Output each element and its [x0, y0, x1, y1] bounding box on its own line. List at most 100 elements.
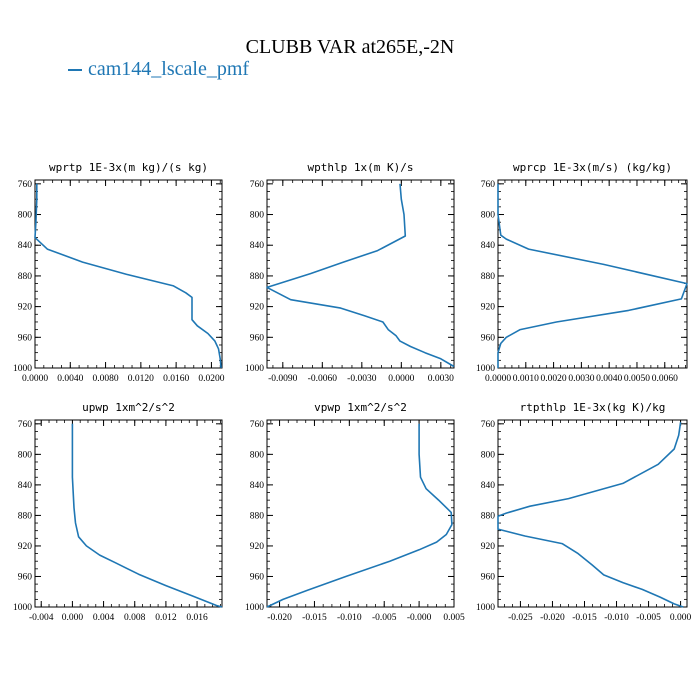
x-tick-label: 0.012 [155, 613, 177, 623]
x-tick-label: 0.0000 [22, 374, 48, 384]
x-tick-label: 0.004 [93, 613, 115, 623]
x-tick-label: -0.020 [267, 613, 292, 623]
y-tick-label: 1000 [13, 364, 32, 374]
panel-1: wprtp 1E-3x(m kg)/(s kg) 760 800 840 880 920 9… [13, 161, 225, 384]
x-tick-label: 0.0040 [57, 374, 83, 384]
x-tick-label: 0.0040 [596, 374, 622, 384]
series-line [71, 423, 223, 608]
x-tick-label: -0.015 [302, 613, 327, 623]
x-tick-label: -0.0090 [268, 374, 298, 384]
x-tick-label: 0.0200 [198, 374, 224, 384]
x-tick-label: -0.005 [636, 613, 661, 623]
series-line [497, 422, 684, 608]
x-tick-label: 0.0160 [163, 374, 189, 384]
y-tick-label: 960 [481, 333, 496, 343]
x-tick-label: -0.004 [29, 613, 54, 623]
y-tick-label: 920 [250, 542, 265, 552]
y-tick-label: 800 [481, 450, 496, 460]
panel-title: wpthlp 1x(m K)/s [308, 161, 414, 174]
y-tick-label: 1000 [245, 364, 264, 374]
x-tick-label: -0.025 [508, 613, 533, 623]
panel-title: rtpthlp 1E-3x(kg K)/kg [520, 401, 666, 414]
y-tick-label: 800 [18, 211, 33, 221]
x-tick-label: 0.0030 [568, 374, 594, 384]
x-tick-label: -0.0060 [308, 374, 338, 384]
x-tick-label: -0.0030 [347, 374, 377, 384]
y-tick-label: 760 [18, 420, 33, 430]
y-tick-label: 880 [18, 511, 33, 521]
x-tick-label: 0.0080 [93, 374, 119, 384]
x-tick-label: 0.0050 [624, 374, 650, 384]
x-tick-label: -0.000 [407, 613, 432, 623]
chart-title: CLUBB VAR at265E,-2N [245, 36, 455, 58]
y-tick-label: 920 [18, 542, 33, 552]
y-tick-label: 800 [250, 450, 265, 460]
legend-label: cam144_lscale_pmf [88, 58, 250, 80]
plot-frame [497, 419, 688, 608]
x-tick-label: 0.0010 [513, 374, 539, 384]
y-tick-label: 840 [18, 481, 33, 491]
panel-2: wpthlp 1x(m K)/s 760 800 840 880 920 960 1000 -0… [245, 161, 455, 384]
x-tick-label: 0.0000 [485, 374, 511, 384]
y-tick-label: 1000 [476, 603, 495, 613]
panel-3: wprcp 1E-3x(m/s) (kg/kg) 760 800 840 880 920 9… [476, 161, 688, 384]
x-tick-label: 0.0060 [652, 374, 678, 384]
y-tick-label: 960 [481, 572, 496, 582]
x-tick-label: 0.0020 [541, 374, 567, 384]
y-tick-label: 1000 [245, 603, 264, 613]
series-line [266, 423, 453, 608]
y-tick-label: 840 [18, 241, 33, 251]
y-tick-label: 760 [250, 420, 265, 430]
panel-title: upwp 1xm^2/s^2 [82, 401, 175, 414]
y-tick-label: 760 [481, 420, 496, 430]
y-tick-label: 840 [250, 241, 265, 251]
x-tick-label: -0.005 [372, 613, 397, 623]
x-tick-label: 0.000 [62, 613, 84, 623]
panel-4: upwp 1xm^2/s^2 760 800 840 880 920 960 1000-0.0… [13, 401, 223, 623]
x-tick-label: 0.0030 [428, 374, 454, 384]
x-tick-label: -0.020 [540, 613, 565, 623]
plot-frame [497, 179, 688, 369]
series-line [34, 183, 222, 369]
x-tick-label: -0.010 [604, 613, 629, 623]
plot-frame [34, 179, 223, 369]
x-tick-label: 0.016 [186, 613, 208, 623]
y-tick-label: 760 [18, 180, 33, 190]
y-tick-label: 880 [481, 272, 496, 282]
plot-frame [34, 419, 223, 608]
y-tick-label: 880 [18, 272, 33, 282]
x-tick-label: 0.0000 [388, 374, 414, 384]
y-tick-label: 800 [481, 211, 496, 221]
y-tick-label: 880 [250, 511, 265, 521]
y-tick-label: 920 [481, 542, 496, 552]
y-tick-label: 960 [250, 333, 265, 343]
plot-frame [266, 179, 455, 369]
series-line [266, 183, 455, 368]
panel-title: vpwp 1xm^2/s^2 [314, 401, 407, 414]
y-tick-label: 920 [18, 303, 33, 313]
y-tick-label: 920 [250, 303, 265, 313]
panel-5: vpwp 1xm^2/s^27608008408809209601000-0.0… [245, 401, 465, 623]
y-tick-label: 800 [250, 211, 265, 221]
panel-6: rtpthlp 1E-3x(kg K)/kg 760 800 840 880 920 960… [476, 401, 692, 623]
y-tick-label: 880 [250, 272, 265, 282]
y-tick-label: 960 [250, 572, 265, 582]
panel-title: wprtp 1E-3x(m kg)/(s kg) [49, 161, 208, 174]
y-tick-label: 960 [18, 333, 33, 343]
y-tick-label: 1000 [476, 364, 495, 374]
y-tick-label: 800 [18, 450, 33, 460]
x-tick-label: -0.015 [572, 613, 597, 623]
y-tick-label: 840 [250, 481, 265, 491]
panel-title: wprcp 1E-3x(m/s) (kg/kg) [513, 161, 672, 174]
x-tick-label: 0.008 [124, 613, 146, 623]
plot-frame [266, 419, 455, 608]
y-tick-label: 840 [481, 241, 496, 251]
x-tick-label: 0.005 [443, 613, 465, 623]
y-tick-label: 840 [481, 481, 496, 491]
x-tick-label: 0.0120 [128, 374, 154, 384]
y-tick-label: 1000 [13, 603, 32, 613]
y-tick-label: 760 [250, 180, 265, 190]
y-tick-label: 920 [481, 303, 496, 313]
x-tick-label: -0.010 [337, 613, 362, 623]
